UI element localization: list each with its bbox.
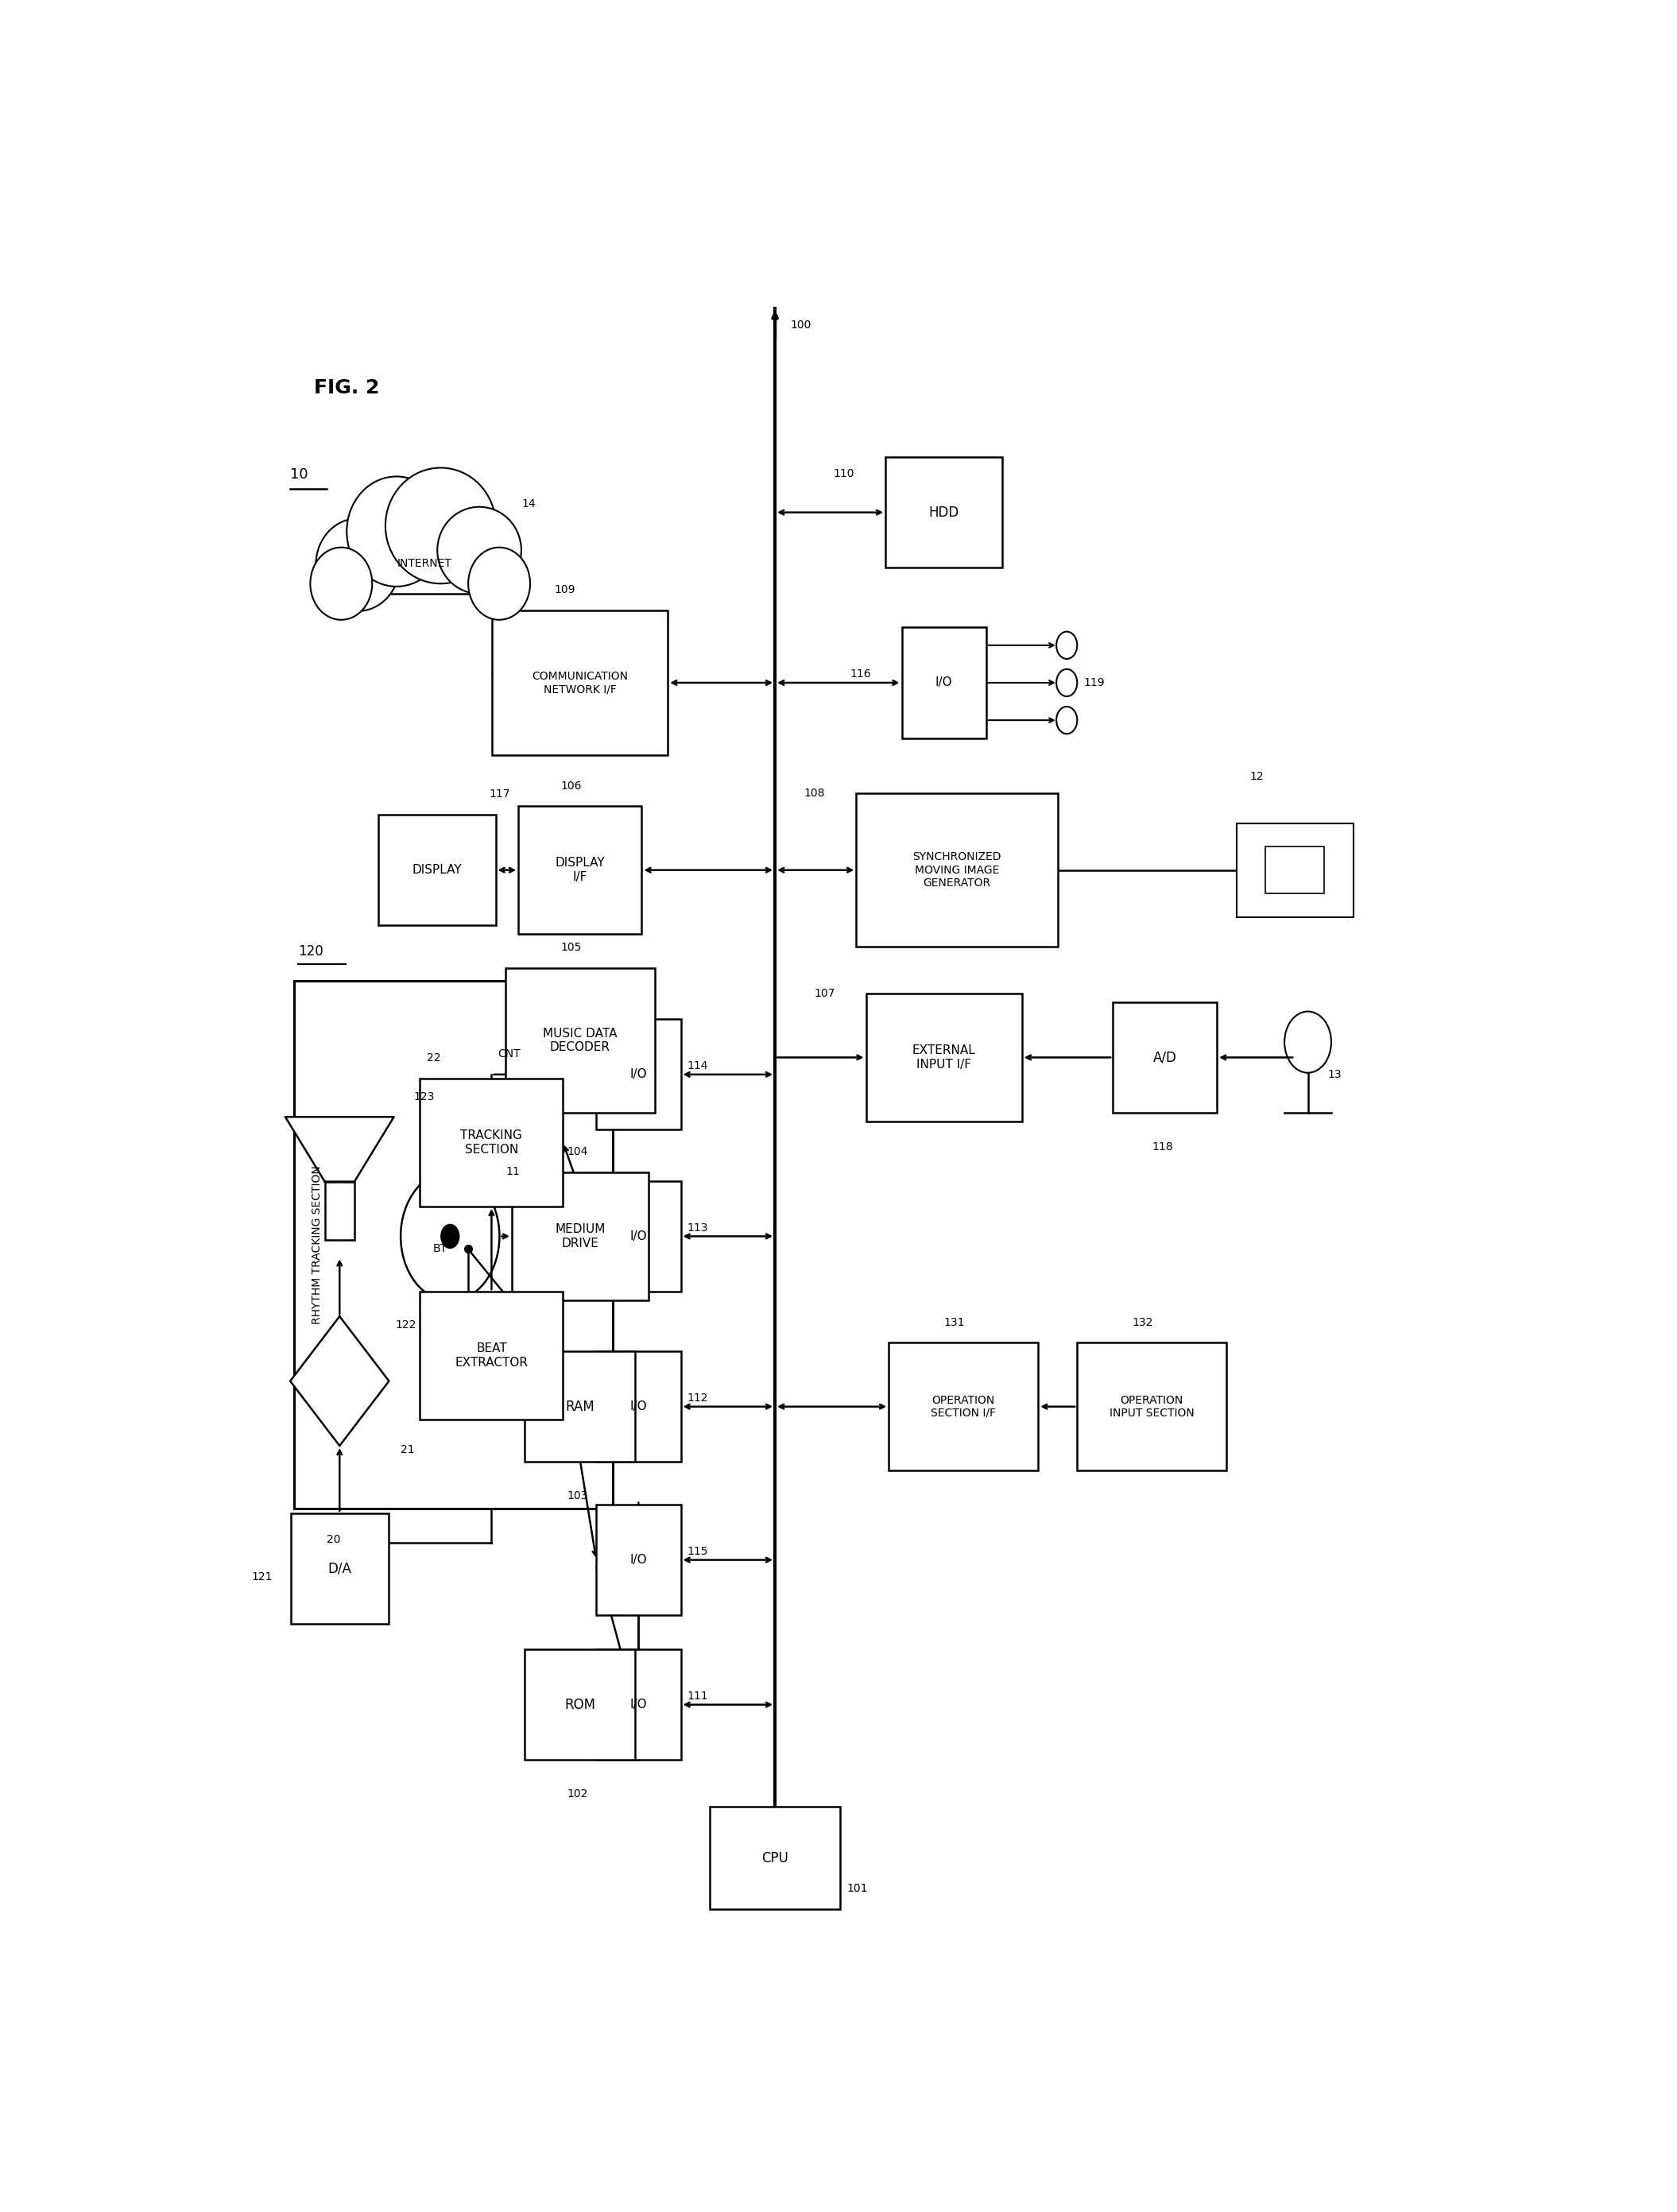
Text: MUSIC DATA
DECODER: MUSIC DATA DECODER bbox=[543, 1029, 617, 1053]
Text: INTERNET: INTERNET bbox=[397, 557, 451, 568]
FancyBboxPatch shape bbox=[505, 969, 654, 1113]
FancyBboxPatch shape bbox=[518, 805, 642, 933]
Polygon shape bbox=[290, 1316, 389, 1447]
Text: 100: 100 bbox=[790, 319, 812, 330]
FancyBboxPatch shape bbox=[865, 993, 1021, 1121]
Text: CNT: CNT bbox=[498, 1048, 522, 1060]
Text: 105: 105 bbox=[560, 942, 582, 953]
Text: RAM: RAM bbox=[565, 1400, 595, 1413]
Text: 10: 10 bbox=[290, 467, 309, 482]
Text: 120: 120 bbox=[299, 945, 324, 958]
Text: 11: 11 bbox=[506, 1166, 520, 1177]
Text: 111: 111 bbox=[688, 1690, 708, 1701]
Ellipse shape bbox=[438, 507, 522, 593]
Text: 107: 107 bbox=[813, 989, 835, 1000]
FancyBboxPatch shape bbox=[1236, 823, 1353, 918]
Text: 116: 116 bbox=[850, 668, 870, 679]
FancyBboxPatch shape bbox=[1266, 847, 1325, 894]
FancyBboxPatch shape bbox=[379, 814, 496, 925]
FancyBboxPatch shape bbox=[419, 1079, 563, 1206]
FancyBboxPatch shape bbox=[1077, 1343, 1226, 1471]
Text: DISPLAY
I/F: DISPLAY I/F bbox=[555, 858, 605, 883]
Text: A/D: A/D bbox=[1154, 1051, 1177, 1064]
Text: 118: 118 bbox=[1152, 1141, 1172, 1152]
Text: 13: 13 bbox=[1328, 1068, 1342, 1079]
FancyBboxPatch shape bbox=[290, 1513, 389, 1624]
Ellipse shape bbox=[347, 476, 446, 586]
FancyBboxPatch shape bbox=[857, 794, 1058, 947]
FancyBboxPatch shape bbox=[511, 1172, 649, 1301]
Text: 12: 12 bbox=[1249, 770, 1263, 783]
Text: 122: 122 bbox=[396, 1318, 416, 1329]
FancyBboxPatch shape bbox=[709, 1807, 840, 1909]
FancyBboxPatch shape bbox=[597, 1504, 681, 1615]
Text: ROM: ROM bbox=[565, 1697, 595, 1712]
Text: MEDIUM
DRIVE: MEDIUM DRIVE bbox=[555, 1223, 605, 1250]
Text: 104: 104 bbox=[567, 1146, 589, 1157]
Text: 14: 14 bbox=[522, 498, 535, 509]
Ellipse shape bbox=[468, 546, 530, 619]
FancyBboxPatch shape bbox=[902, 628, 986, 739]
Text: 117: 117 bbox=[490, 790, 510, 801]
Text: 121: 121 bbox=[252, 1571, 273, 1582]
FancyBboxPatch shape bbox=[597, 1352, 681, 1462]
FancyBboxPatch shape bbox=[597, 1020, 681, 1130]
Text: 132: 132 bbox=[1132, 1316, 1154, 1327]
Circle shape bbox=[441, 1225, 459, 1248]
FancyBboxPatch shape bbox=[885, 458, 1003, 568]
Text: 102: 102 bbox=[567, 1790, 589, 1801]
Text: TRACKING
SECTION: TRACKING SECTION bbox=[461, 1130, 523, 1155]
FancyBboxPatch shape bbox=[597, 1650, 681, 1761]
Ellipse shape bbox=[386, 467, 496, 584]
Text: COMMUNICATION
NETWORK I/F: COMMUNICATION NETWORK I/F bbox=[532, 670, 629, 695]
Text: BT: BT bbox=[433, 1243, 448, 1254]
Text: D/A: D/A bbox=[327, 1562, 352, 1575]
FancyBboxPatch shape bbox=[293, 980, 612, 1509]
Text: 131: 131 bbox=[944, 1316, 964, 1327]
Text: DISPLAY: DISPLAY bbox=[413, 865, 461, 876]
Text: I/O: I/O bbox=[631, 1699, 647, 1710]
Text: EXTERNAL
INPUT I/F: EXTERNAL INPUT I/F bbox=[912, 1044, 976, 1071]
Text: 115: 115 bbox=[688, 1546, 708, 1557]
Text: 20: 20 bbox=[327, 1533, 340, 1544]
FancyBboxPatch shape bbox=[419, 1292, 563, 1420]
FancyBboxPatch shape bbox=[493, 611, 667, 754]
Text: RHYTHM TRACKING SECTION: RHYTHM TRACKING SECTION bbox=[312, 1166, 324, 1325]
Text: 106: 106 bbox=[560, 781, 582, 792]
Text: BEAT
EXTRACTOR: BEAT EXTRACTOR bbox=[454, 1343, 528, 1369]
Text: 123: 123 bbox=[414, 1091, 434, 1102]
Text: HDD: HDD bbox=[929, 504, 959, 520]
Text: I/O: I/O bbox=[631, 1068, 647, 1079]
Text: I/O: I/O bbox=[631, 1230, 647, 1243]
FancyBboxPatch shape bbox=[525, 1650, 636, 1761]
Text: SYNCHRONIZED
MOVING IMAGE
GENERATOR: SYNCHRONIZED MOVING IMAGE GENERATOR bbox=[912, 852, 1001, 889]
Text: 119: 119 bbox=[1083, 677, 1105, 688]
Polygon shape bbox=[285, 1117, 394, 1181]
Text: I/O: I/O bbox=[631, 1555, 647, 1566]
FancyBboxPatch shape bbox=[1114, 1002, 1218, 1113]
Text: 22: 22 bbox=[426, 1053, 441, 1064]
FancyBboxPatch shape bbox=[325, 1181, 354, 1241]
Ellipse shape bbox=[315, 518, 399, 611]
Ellipse shape bbox=[310, 546, 372, 619]
FancyBboxPatch shape bbox=[525, 1352, 636, 1462]
Text: 110: 110 bbox=[833, 469, 855, 480]
Text: 109: 109 bbox=[553, 584, 575, 595]
Text: CPU: CPU bbox=[761, 1851, 788, 1865]
FancyBboxPatch shape bbox=[597, 1181, 681, 1292]
Text: 112: 112 bbox=[688, 1394, 708, 1405]
Text: 114: 114 bbox=[688, 1060, 708, 1071]
Text: 101: 101 bbox=[847, 1882, 867, 1893]
Text: FIG. 2: FIG. 2 bbox=[314, 378, 379, 398]
Text: OPERATION
SECTION I/F: OPERATION SECTION I/F bbox=[931, 1394, 996, 1418]
Text: 21: 21 bbox=[401, 1444, 414, 1455]
Text: 113: 113 bbox=[688, 1223, 708, 1234]
Text: 103: 103 bbox=[567, 1491, 589, 1502]
FancyBboxPatch shape bbox=[889, 1343, 1038, 1471]
Text: I/O: I/O bbox=[936, 677, 953, 688]
Text: I/O: I/O bbox=[631, 1400, 647, 1413]
Text: 108: 108 bbox=[805, 787, 825, 799]
Text: OPERATION
INPUT SECTION: OPERATION INPUT SECTION bbox=[1110, 1394, 1194, 1418]
